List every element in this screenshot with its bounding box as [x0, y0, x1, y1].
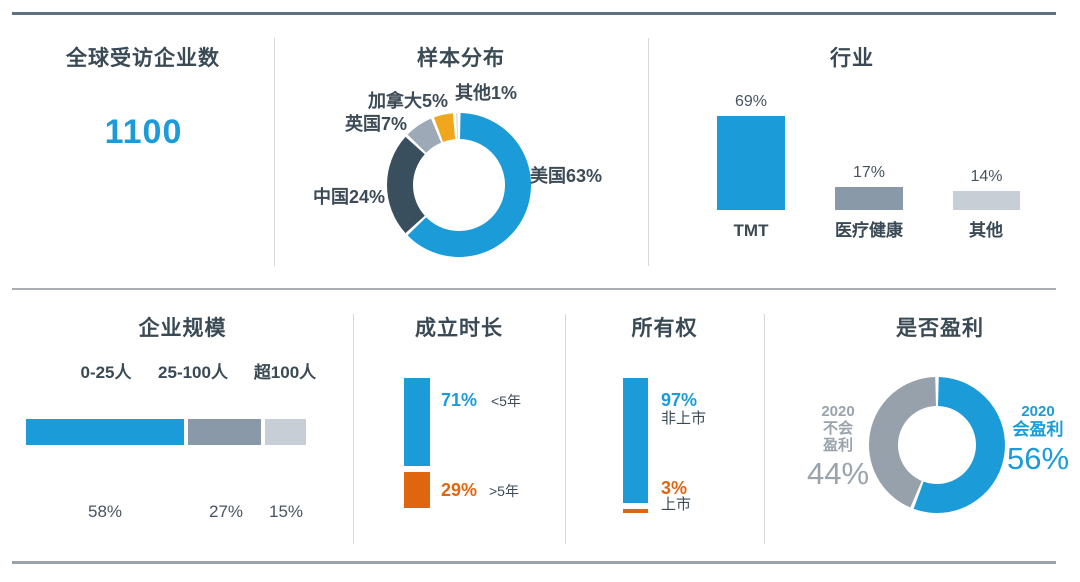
age-bar-under-5y: [404, 378, 430, 466]
divider-bottom-3: [764, 314, 765, 544]
ownership-value-private: 97%: [661, 390, 698, 410]
panel-title-sample-distribution: 样本分布: [417, 47, 505, 70]
industry-category-tmt: TMT: [733, 221, 769, 240]
profit-left-year: 2020: [821, 403, 855, 420]
size-segment-25-100: [187, 419, 262, 445]
industry-bar-group-tmt: 69%: [717, 92, 785, 210]
industry-value-tmt: 69%: [734, 92, 768, 110]
size-value-100plus: 15%: [268, 502, 304, 521]
size-category-0-25: 0-25人: [80, 363, 132, 382]
industry-bar-other: [953, 190, 1020, 210]
bottom-rule: [12, 561, 1056, 564]
ownership-bar-private: [623, 378, 648, 504]
divider-bottom-1: [353, 314, 354, 544]
ownership-category-private: 非上市: [661, 410, 707, 427]
donut-slice-sample_distribution-0: [407, 113, 532, 258]
size-segment-100plus: [265, 419, 306, 445]
panel-title-company-size: 企业规模: [138, 317, 227, 340]
profit-label-right: 2020 会盈利 56%: [988, 403, 1080, 475]
industry-bar-group-healthcare: 17%: [835, 163, 903, 210]
profit-left-line3: 盈利: [822, 437, 853, 454]
profitability-donut-chart: [868, 377, 1005, 513]
size-segment-0-25: [26, 419, 184, 445]
donut-label-china: 中国24%: [313, 187, 386, 207]
industry-value-other: 14%: [970, 167, 1003, 185]
donut-label-other: 其他1%: [455, 83, 518, 103]
profit-right-year: 2020: [1021, 403, 1055, 420]
age-value-over-5y: 29%: [441, 480, 478, 500]
donut-slice-profitability-0: [913, 377, 1005, 513]
divider-top-2: [648, 38, 649, 266]
ownership-value-listed: 3%: [661, 478, 688, 498]
industry-bar-tmt: [717, 115, 785, 210]
profit-right-value: 56%: [1006, 441, 1070, 476]
company-age-bar-chart: [404, 378, 430, 508]
industry-category-healthcare: 医疗健康: [835, 221, 903, 240]
ownership-category-listed: 上市: [661, 496, 692, 513]
industry-bar-chart: 69% 17% 14%: [648, 88, 1056, 210]
panel-title-ownership: 所有权: [631, 317, 698, 340]
profit-label-left: 2020 不会 盈利 44%: [788, 403, 888, 490]
age-category-over-5y: >5年: [489, 483, 519, 499]
industry-value-healthcare: 17%: [852, 163, 886, 181]
ownership-bar-listed: [623, 509, 648, 513]
industry-bar-group-other: 14%: [953, 167, 1020, 210]
panel-title-profitability: 是否盈利: [896, 317, 984, 340]
middle-rule: [12, 288, 1056, 290]
industry-category-other: 其他: [969, 221, 1003, 240]
profit-left-line2: 不会: [822, 420, 853, 437]
donut-slice-profitability-1: [868, 377, 936, 508]
donut-slice-sample_distribution-4: [456, 113, 458, 140]
profit-left-value: 44%: [806, 456, 870, 491]
industry-bar-healthcare: [835, 186, 903, 210]
panel-title-industry: 行业: [830, 47, 874, 70]
donut-slice-sample_distribution-1: [386, 136, 425, 234]
donut-slice-sample_distribution-2: [407, 118, 442, 153]
size-value-0-25: 58%: [87, 502, 123, 521]
divider-bottom-2: [565, 314, 566, 544]
ownership-bar-chart: [623, 378, 648, 513]
divider-top-1: [274, 38, 275, 266]
donut-slice-sample_distribution-3: [433, 113, 456, 142]
sample-distribution-donut-chart: [386, 113, 532, 258]
size-category-25-100: 25-100人: [158, 363, 228, 382]
donut-label-canada: 加拿大5%: [368, 91, 449, 111]
company-size-stacked-bar: [26, 419, 306, 445]
size-value-25-100: 27%: [208, 502, 244, 521]
age-category-under-5y: <5年: [491, 393, 521, 409]
respondents-count: 1100: [104, 113, 183, 151]
profit-right-line2: 会盈利: [1012, 420, 1064, 439]
age-value-under-5y: 71%: [441, 390, 478, 410]
age-bar-over-5y: [404, 472, 430, 508]
panel-title-respondents: 全球受访企业数: [66, 47, 220, 70]
size-category-100plus: 超100人: [253, 363, 317, 382]
donut-label-usa: 美国63%: [530, 166, 603, 186]
donut-label-uk: 英国7%: [345, 114, 408, 134]
top-rule: [12, 12, 1056, 15]
panel-title-company-age: 成立时长: [415, 317, 503, 340]
